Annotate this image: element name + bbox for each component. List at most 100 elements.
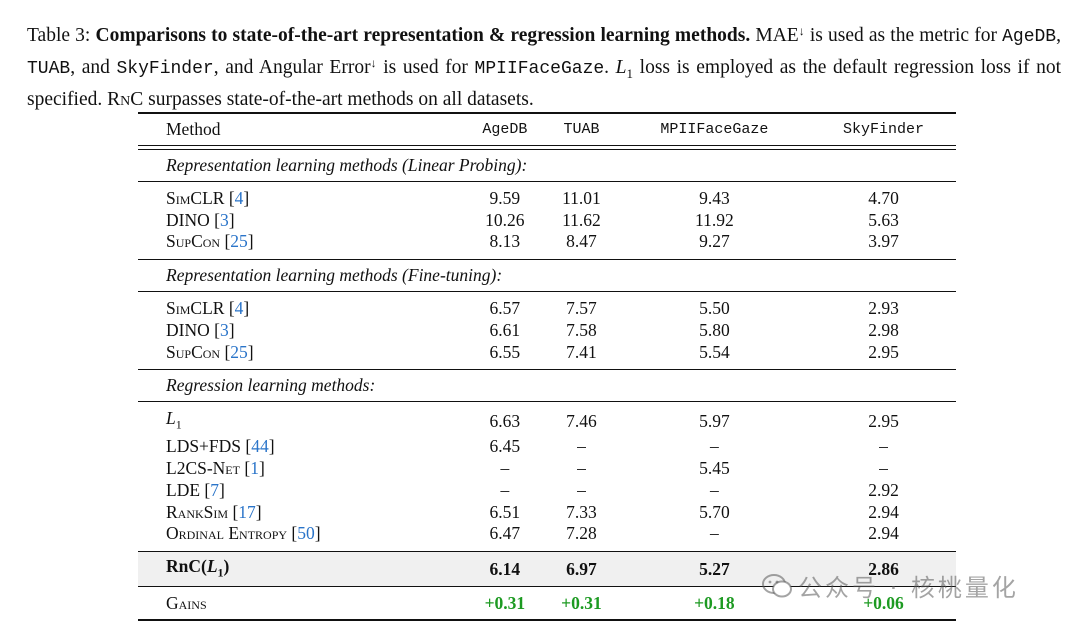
method-name: RnC(L1) <box>138 550 465 587</box>
value-cell: 2.86 <box>811 550 956 587</box>
value-cell: – <box>879 458 888 479</box>
table-header-row: Method AgeDB TUAB MPIIFaceGaze SkyFinder <box>138 113 956 146</box>
citation-link[interactable]: 4 <box>234 298 244 319</box>
value-cell: 6.97 <box>545 550 618 587</box>
value-cell: 5.63 <box>868 209 899 230</box>
header-method: Method <box>166 119 221 139</box>
method-name: SupCon [25] <box>166 341 254 362</box>
method-name: L1 <box>166 408 182 432</box>
value-cell: – <box>879 436 888 457</box>
comparison-table: Method AgeDB TUAB MPIIFaceGaze SkyFinder… <box>138 112 956 622</box>
value-cell: – <box>710 523 719 544</box>
table-row: SupCon [25] 8.13 8.47 9.27 3.97 <box>138 231 956 259</box>
table-row: LDE [7] – – – 2.92 <box>138 480 956 502</box>
citation-link[interactable]: 7 <box>210 479 219 500</box>
value-cell: 6.47 <box>489 523 521 544</box>
table-row: DINO [3] 6.61 7.58 5.80 2.98 <box>138 320 956 342</box>
value-cell: 7.46 <box>566 411 597 432</box>
value-cell: 2.98 <box>868 319 899 340</box>
value-cell: 9.59 <box>489 188 521 208</box>
value-cell: 5.45 <box>699 458 730 479</box>
value-cell: 9.27 <box>699 231 730 252</box>
section-header: Representation learning methods (Fine-tu… <box>138 259 956 293</box>
caption-title: Comparisons to state-of-the-art represen… <box>95 25 751 46</box>
wechat-icon <box>762 573 792 605</box>
table-row: DINO [3] 10.26 11.62 11.92 5.63 <box>138 210 956 232</box>
gain-cell: +0.31 <box>545 586 618 622</box>
value-cell: 6.55 <box>489 341 521 362</box>
value-cell: 7.58 <box>566 319 597 340</box>
value-cell: – <box>577 479 586 500</box>
value-cell: 6.51 <box>489 501 521 522</box>
table-row: Ordinal Entropy [50] 6.47 7.28 – 2.94 <box>138 523 956 551</box>
value-cell: 11.01 <box>562 188 601 208</box>
gain-cell: +0.18 <box>617 586 812 622</box>
table-row: SimCLR [4] 9.59 11.01 9.43 4.70 <box>138 182 956 210</box>
value-cell: 2.92 <box>868 479 899 500</box>
gain-cell: +0.06 <box>811 586 956 622</box>
value-cell: 7.41 <box>566 341 597 362</box>
method-name: SimCLR [4] <box>166 298 250 319</box>
value-cell: – <box>710 436 719 457</box>
citation-link[interactable]: 17 <box>238 501 256 522</box>
value-cell: 2.95 <box>868 411 899 432</box>
method-name: Gains <box>138 586 465 622</box>
value-cell: 5.80 <box>699 319 730 340</box>
table-caption: Table 3: Comparisons to state-of-the-art… <box>27 24 1061 110</box>
method-name: RankSim [17] <box>166 501 262 522</box>
value-cell: 6.61 <box>489 319 521 340</box>
table-row: SimCLR [4] 6.57 7.57 5.50 2.93 <box>138 292 956 320</box>
citation-link[interactable]: 44 <box>251 436 269 457</box>
value-cell: – <box>710 479 719 500</box>
value-cell: 6.57 <box>489 298 521 319</box>
value-cell: 6.14 <box>464 550 546 587</box>
method-name: SimCLR [4] <box>166 188 250 208</box>
value-cell: 6.45 <box>489 436 521 457</box>
value-cell: 5.70 <box>699 501 730 522</box>
value-cell: 11.62 <box>562 209 601 230</box>
value-cell: 7.57 <box>566 298 597 319</box>
value-cell: 8.47 <box>566 231 597 252</box>
header-tuab: TUAB <box>563 121 600 138</box>
value-cell: 10.26 <box>485 209 525 230</box>
table-row: SupCon [25] 6.55 7.41 5.54 2.95 <box>138 342 956 370</box>
header-skyfinder: SkyFinder <box>843 121 925 138</box>
citation-link[interactable]: 50 <box>297 523 315 544</box>
citation-link[interactable]: 25 <box>230 231 248 252</box>
double-rule <box>138 145 956 150</box>
section-header: Representation learning methods (Linear … <box>138 149 956 182</box>
watermark: 公众号 · 核桃量化 <box>762 568 1019 605</box>
citation-link[interactable]: 3 <box>219 319 229 340</box>
header-mpiifacegaze: MPIIFaceGaze <box>660 121 769 138</box>
value-cell: 7.33 <box>566 501 597 522</box>
value-cell: – <box>500 479 510 500</box>
section-header: Regression learning methods: <box>138 369 956 403</box>
value-cell: 5.50 <box>699 298 730 319</box>
value-cell: – <box>577 436 586 457</box>
method-name: DINO [3] <box>166 319 235 340</box>
method-name: DINO [3] <box>166 209 235 230</box>
method-name: LDE [7] <box>166 479 225 500</box>
method-name: SupCon [25] <box>166 231 254 252</box>
value-cell: 8.13 <box>489 231 521 252</box>
value-cell: 2.95 <box>868 341 899 362</box>
value-cell: 5.97 <box>699 411 730 432</box>
value-cell: – <box>577 458 586 479</box>
method-name: Ordinal Entropy [50] <box>166 523 321 544</box>
table-row: LDS+FDS [44] 6.45 – – – <box>138 436 956 458</box>
value-cell: 4.70 <box>868 188 899 208</box>
method-name: L2CS-Net [1] <box>166 458 265 479</box>
gain-cell: +0.31 <box>464 586 546 622</box>
value-cell: 2.94 <box>868 523 899 544</box>
value-cell: 5.54 <box>699 341 730 362</box>
citation-link[interactable]: 4 <box>234 188 244 208</box>
citation-link[interactable]: 3 <box>219 209 229 230</box>
value-cell: – <box>500 458 510 479</box>
value-cell: 7.28 <box>566 523 597 544</box>
value-cell: 2.94 <box>868 501 899 522</box>
gains-row: Gains +0.31 +0.31 +0.18 +0.06 <box>138 586 956 622</box>
ours-row: RnC(L1) 6.14 6.97 5.27 2.86 <box>138 550 956 587</box>
method-name: LDS+FDS [44] <box>166 436 275 457</box>
citation-link[interactable]: 25 <box>230 341 248 362</box>
citation-link[interactable]: 1 <box>250 458 259 479</box>
